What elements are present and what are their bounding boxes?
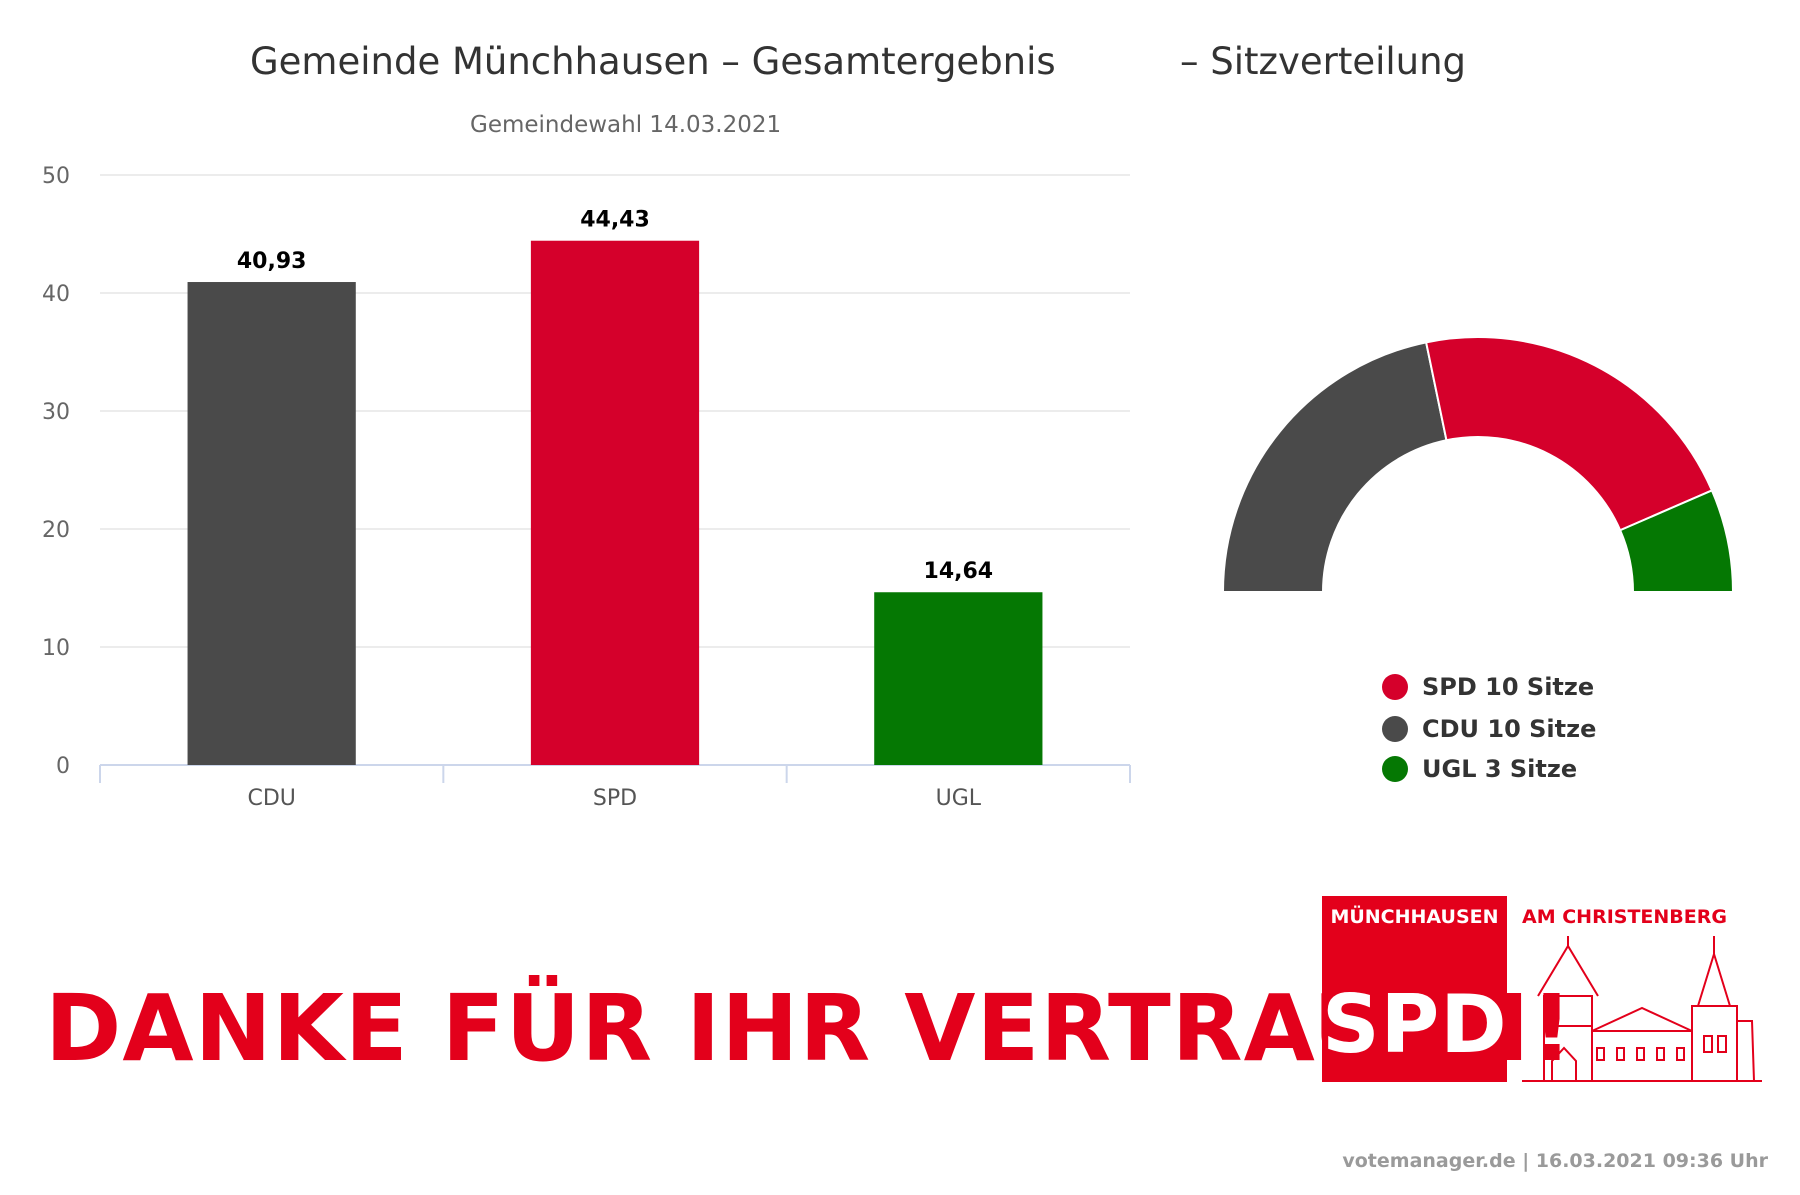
legend-item: UGL 3 Sitze (1382, 752, 1577, 786)
y-tick-label: 10 (42, 636, 70, 661)
seat-chart-title: – Sitzverteilung (1180, 40, 1467, 83)
spd-logo: MÜNCHHAUSEN SPD AM CHRISTENBERG (1322, 896, 1770, 1086)
y-tick-label: 0 (56, 754, 70, 779)
church-illustration (1522, 936, 1762, 1082)
legend-item: SPD 10 Sitze (1382, 670, 1594, 704)
bar-chart: 0 10 20 30 40 50 40,93 CDU 44,43 SPD 14,64 UGL (42, 164, 1131, 811)
y-tick-label: 30 (42, 400, 70, 425)
logo-party-name: SPD (1322, 978, 1508, 1071)
y-tick-label: 40 (42, 282, 70, 307)
x-tick-label: CDU (247, 786, 295, 811)
logo-town-name: MÜNCHHAUSEN (1330, 906, 1499, 928)
seat-distribution-chart (1221, 336, 1735, 593)
bar-cdu (187, 282, 356, 765)
data-label: 40,93 (237, 249, 307, 274)
y-tick-label: 20 (42, 518, 70, 543)
seat-segment-spd (1424, 336, 1714, 532)
bar-spd (530, 240, 700, 765)
legend-label: SPD 10 Sitze (1422, 673, 1595, 701)
legend-label: CDU 10 Sitze (1422, 715, 1597, 743)
logo-region-name: AM CHRISTENBERG (1522, 906, 1727, 928)
x-tick-label: SPD (593, 786, 637, 811)
legend-item: CDU 10 Sitze (1382, 712, 1596, 746)
spd-logo-box: MÜNCHHAUSEN SPD (1322, 896, 1507, 1082)
thank-you-banner: DANKE FÜR IHR VERTRAUEN! (45, 975, 1574, 1082)
x-tick-label: UGL (936, 786, 982, 811)
y-tick-label: 50 (42, 164, 70, 189)
legend-marker (1382, 716, 1408, 742)
source-credit: votemanager.de | 16.03.2021 09:36 Uhr (1342, 1150, 1768, 1172)
data-label: 14,64 (924, 559, 994, 584)
legend-label: UGL 3 Sitze (1422, 755, 1578, 783)
seat-segment-ugl (1618, 489, 1735, 593)
bar-chart-title: Gemeinde Münchhausen – Gesamtergebnis (250, 40, 1056, 83)
seat-segment-cdu (1221, 341, 1448, 593)
data-label: 44,43 (580, 208, 650, 233)
legend-marker (1382, 756, 1408, 782)
bar-ugl (874, 592, 1043, 765)
legend-marker (1382, 674, 1408, 700)
bar-chart-subtitle: Gemeindewahl 14.03.2021 (470, 112, 782, 138)
